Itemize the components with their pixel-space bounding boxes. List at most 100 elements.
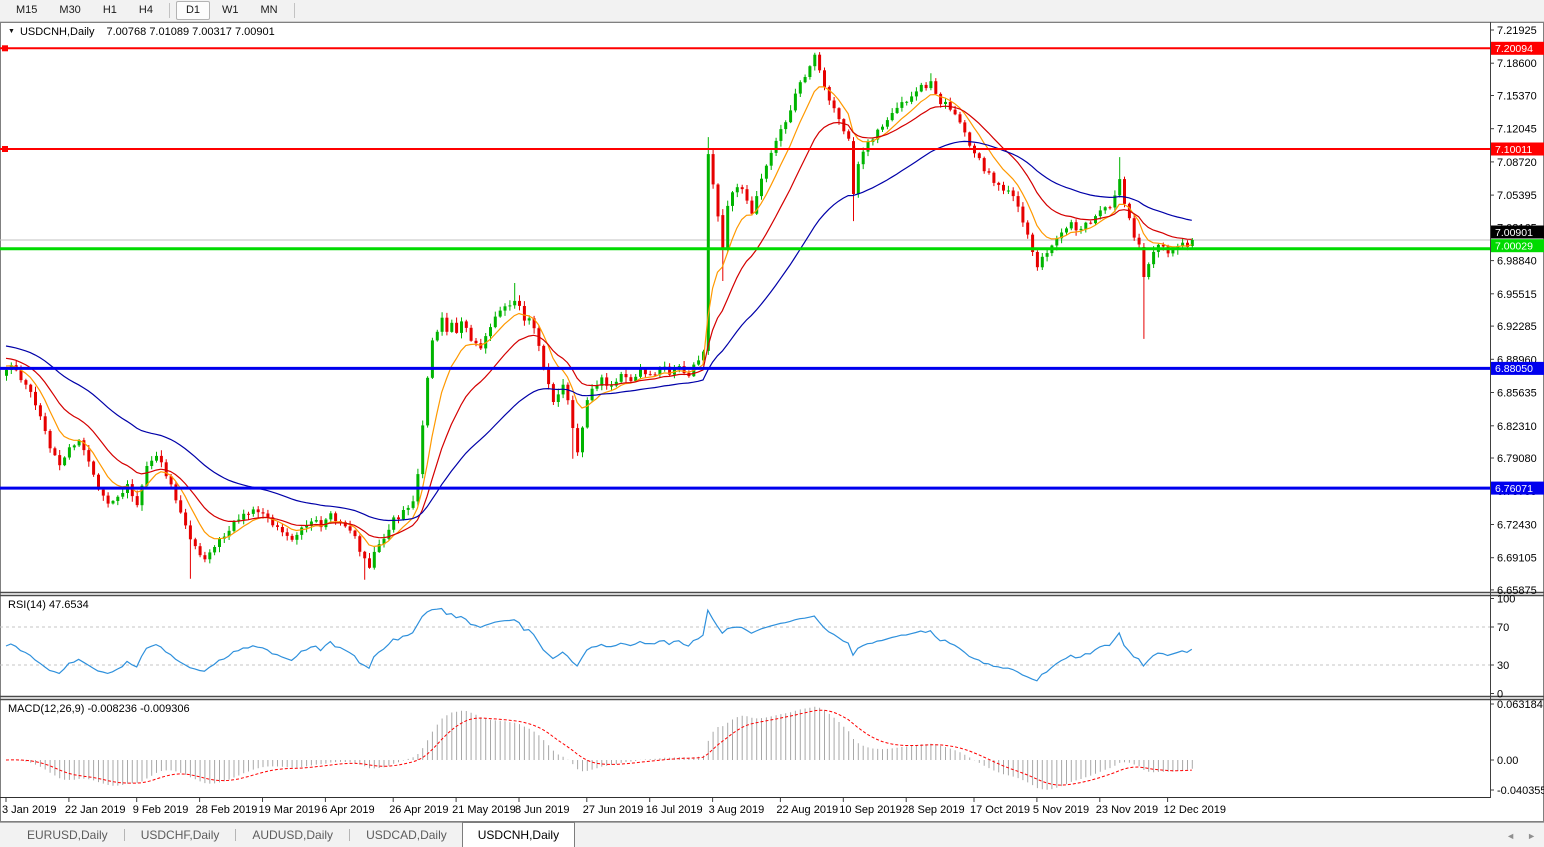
timeframe-button-mn[interactable]: MN — [260, 4, 278, 16]
bear-candle — [721, 215, 725, 250]
bull-candle — [5, 369, 8, 376]
bull-candle — [760, 178, 763, 197]
bear-candle — [1035, 252, 1039, 268]
bear-candle — [852, 141, 855, 194]
symbol-tab-audusd[interactable]: AUDUSD,Daily — [252, 828, 334, 842]
toolbar-separator — [168, 3, 170, 18]
bull-candle — [508, 305, 512, 307]
symbol-tab-usdcnh[interactable]: USDCNH,Daily — [461, 822, 576, 847]
bear-candle — [469, 327, 473, 341]
bear-candle — [29, 384, 33, 392]
date-axis-label: 22 Aug 2019 — [776, 804, 838, 816]
bull-candle — [1079, 228, 1083, 231]
bear-candle — [43, 416, 47, 431]
date-axis: 3 Jan 2019 22 Jan 2019 9 Feb 2019 28 Feb 20… — [2, 798, 1226, 816]
bull-candle — [140, 485, 144, 506]
bull-candle — [1118, 179, 1122, 196]
bear-candle — [1016, 196, 1020, 207]
bear-candle — [82, 440, 86, 451]
bear-candle — [247, 513, 250, 515]
bull-candle — [116, 496, 120, 501]
bull-candle — [435, 331, 439, 341]
support-resistance-lines[interactable] — [0, 45, 1490, 490]
date-axis-label: 19 Mar 2019 — [259, 804, 321, 816]
bull-candle — [527, 318, 531, 321]
bear-candle — [97, 474, 100, 490]
bull-candle — [295, 534, 299, 540]
price-chart: 7.21925 7.18600 7.15370 7.12045 7.08720 7.053… — [0, 22, 1544, 822]
timeframe-button-h1[interactable]: H1 — [102, 4, 117, 16]
bull-candle — [1098, 210, 1102, 217]
bear-candle — [261, 512, 265, 514]
bear-candle — [518, 300, 521, 306]
macd-histogram — [10, 706, 1193, 790]
bull-candle — [755, 196, 759, 214]
bear-candle — [193, 539, 197, 547]
bear-candle — [711, 154, 715, 185]
date-axis-label: 22 Jan 2019 — [65, 804, 126, 816]
bear-candle — [445, 317, 449, 332]
rsi-axis-tick: 30 — [1497, 660, 1509, 672]
bull-candle — [876, 129, 880, 140]
tab-scroll-right-icon[interactable]: ► — [1527, 830, 1536, 841]
line-drag-handle[interactable] — [2, 146, 8, 152]
bull-candle — [450, 322, 454, 332]
line-drag-handle[interactable] — [2, 45, 8, 52]
bull-candle — [1147, 264, 1151, 277]
timeframe-button-w1[interactable]: W1 — [222, 4, 239, 16]
symbol-tab-usdcad[interactable]: USDCAD,Daily — [366, 828, 447, 842]
bear-candle — [285, 532, 289, 536]
bear-candle — [280, 527, 284, 533]
resistance-badge: 7.10011 — [1495, 144, 1532, 156]
bull-candle — [314, 520, 318, 522]
bull-candle — [1171, 249, 1175, 254]
date-axis-label: 27 Jun 2019 — [583, 804, 644, 816]
bull-candle — [324, 519, 328, 528]
bull-candle — [208, 552, 212, 560]
bull-candle — [387, 529, 391, 539]
bear-candle — [842, 119, 846, 132]
bear-candle — [542, 345, 546, 369]
bear-candle — [1089, 222, 1093, 224]
collapse-chart-icon[interactable]: ▼ — [8, 28, 15, 35]
timeframe-button-m30[interactable]: M30 — [59, 4, 81, 16]
rsi-axis-tick: 0 — [1497, 689, 1503, 701]
date-axis-label: 8 Jun 2019 — [515, 804, 569, 816]
timeframe-button-d1[interactable]: D1 — [175, 1, 210, 20]
bull-candle — [1045, 253, 1049, 257]
bull-candle — [808, 66, 812, 77]
price-axis-tick: 6.98840 — [1497, 256, 1537, 268]
bear-candle — [997, 182, 1001, 185]
chart-ohlc-values: 7.00768 7.01089 7.00317 7.00901 — [106, 26, 275, 38]
bull-candle — [305, 525, 309, 528]
bull-candle — [614, 381, 618, 386]
bear-candle — [92, 461, 96, 475]
bear-candle — [953, 109, 957, 115]
bear-candle — [1011, 190, 1015, 197]
tab-scroll-left-icon[interactable]: ◄ — [1506, 830, 1516, 841]
symbol-tab-eurusd[interactable]: EURUSD,Daily — [27, 828, 108, 842]
symbol-tab-usdchf[interactable]: USDCHF,Daily — [140, 828, 220, 842]
bear-candle — [135, 496, 139, 506]
bull-candle — [585, 400, 589, 428]
bull-candle — [764, 165, 768, 179]
bear-candle — [48, 431, 52, 449]
current-price-badge: 7.00901 — [1495, 227, 1533, 239]
bear-candle — [368, 558, 371, 568]
bull-candle — [411, 501, 415, 508]
bear-candle — [87, 450, 91, 462]
timeframe-button-h4[interactable]: H4 — [138, 4, 153, 16]
bull-candle — [1055, 238, 1059, 246]
bull-candle — [944, 101, 947, 104]
bull-candle — [213, 547, 217, 553]
bear-candle — [624, 374, 628, 378]
bull-candle — [600, 377, 604, 386]
bull-candle — [1040, 256, 1044, 268]
bull-candle — [779, 129, 783, 141]
date-axis-label: 9 Feb 2019 — [133, 804, 189, 816]
bear-candle — [958, 114, 962, 123]
date-axis-label: 10 Sep 2019 — [839, 804, 901, 816]
timeframe-button-m15[interactable]: M15 — [16, 4, 38, 16]
bull-candle — [706, 154, 710, 351]
